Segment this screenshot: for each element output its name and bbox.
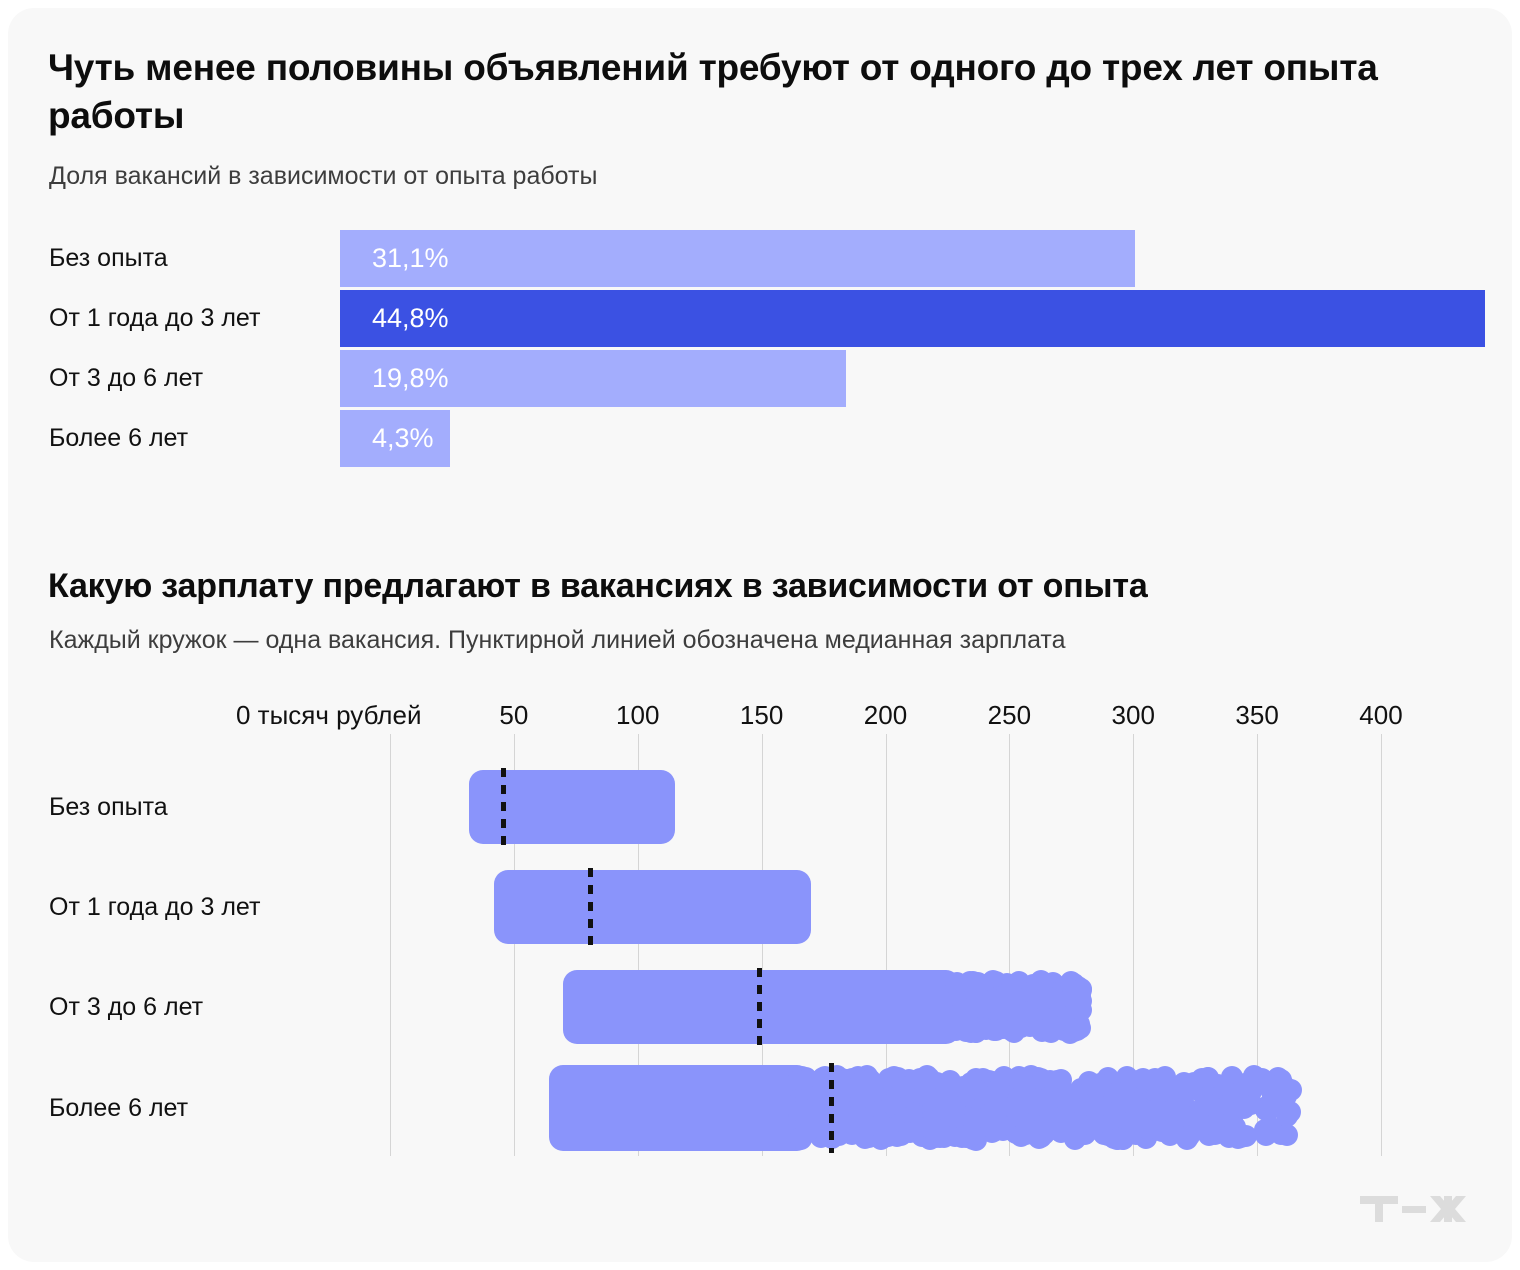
bar-2: 44,8% [340,290,1485,347]
tinkoff-journal-logo [1360,1196,1466,1222]
data-point [1275,1124,1298,1147]
bar-row: Более 6 лет 4,3% [8,410,1512,467]
data-point [1081,1073,1104,1096]
scatter-category-label: Без опыта [49,792,168,821]
data-point [983,1018,1006,1041]
data-point [958,1123,981,1146]
bar-row: От 1 года до 3 лет 44,8% [8,290,1512,347]
x-tick-label: 100 [616,700,660,730]
data-point [1262,1073,1277,1141]
bar-value-label: 31,1% [372,243,449,273]
bar-row: Без опыта 31,1% [8,230,1512,287]
x-tick-label: 0 тысяч рублей [236,700,422,730]
bar-category-label: От 1 года до 3 лет [49,304,261,332]
scatter-chart: 0 тысяч рублей 50 100 150 200 250 300 350 400 Без… [8,8,1512,1262]
scatter-category-label: Более 6 лет [49,1093,189,1122]
data-point [929,1086,952,1109]
data-point [880,1093,903,1116]
data-point [1032,988,1055,1011]
data-point [1106,1128,1129,1151]
data-point [867,1115,890,1138]
data-point [790,1100,813,1123]
x-tick-label: 350 [1235,700,1279,730]
median-line [757,968,762,1046]
x-tick-label: 50 [499,700,529,730]
data-point [908,1067,931,1090]
data-point [1034,1114,1057,1137]
bar-category-label: От 3 до 6 лет [49,364,204,392]
point-cloud [548,1065,812,1151]
x-tick-label: 200 [863,700,908,730]
data-point [950,1013,973,1036]
x-gridline [514,734,515,1156]
bar-1: 31,1% [340,230,1135,287]
x-gridline [1133,734,1134,1156]
chart2-title: Какую зарплату предлагают в вакансиях в … [48,567,1148,605]
x-gridline [638,734,639,1156]
bar-3: 19,8% [340,350,846,407]
median-line [829,1063,834,1153]
data-point [1218,1124,1241,1147]
data-point [1069,1017,1092,1040]
data-point [917,1115,940,1138]
data-point [1105,1082,1128,1105]
data-point [1051,1086,1074,1109]
x-gridline [1257,734,1258,1156]
bar-category-label: Без опыта [49,244,168,272]
data-point [1037,1017,1060,1040]
data-point [1131,1068,1154,1091]
median-line [501,768,506,846]
x-gridline [390,734,391,1156]
data-point [1120,1111,1143,1134]
data-point [958,971,981,994]
data-point [806,1084,829,1107]
data-point [975,1106,998,1129]
data-point [981,1084,1004,1107]
data-point [1010,1093,1033,1116]
data-point [1070,978,1093,1001]
x-gridline [762,734,763,1156]
data-point [1184,1105,1206,1128]
chart1-subtitle: Доля вакансий в зависимости от опыта раб… [49,162,598,190]
x-tick-label: 150 [739,700,784,730]
x-gridline [1009,734,1010,1156]
data-point [829,1102,852,1125]
data-point [1002,1019,1025,1042]
median-line [588,868,593,946]
data-point [1242,1074,1265,1097]
x-tick-label: 400 [1359,700,1403,730]
data-point [952,1076,975,1099]
bar-category-label: Более 6 лет [49,424,189,452]
infographic-card: Чуть менее половины объявлений требуют о… [8,8,1512,1262]
bar-chart: Без опыта 31,1% От 1 года до 3 лет 44,8% От … [8,8,1512,508]
bar-value-label: 44,8% [372,303,449,333]
data-point [1160,1099,1183,1122]
scatter-category-label: От 1 года до 3 лет [49,892,261,921]
data-point [1081,1113,1104,1136]
data-point [789,1126,812,1149]
bar-value-label: 19,8% [372,363,449,393]
data-point [1177,1125,1200,1148]
data-point [995,982,1018,1005]
x-gridline [886,734,887,1156]
x-tick-label: 300 [1111,700,1155,730]
chart1-title: Чуть менее половины объявлений требуют о… [48,47,1378,137]
bar-value-label: 4,3% [372,423,434,453]
data-point [1010,1124,1033,1147]
data-point [1275,1104,1298,1127]
bar-4: 4,3% [340,410,450,467]
data-point [844,1076,867,1099]
x-gridline [1381,734,1382,1156]
x-tick-label: 250 [987,700,1032,730]
bar-row: От 3 до 6 лет 19,8% [8,350,1512,407]
point-cloud [494,870,812,944]
data-point [1196,1067,1219,1090]
chart2-subtitle: Каждый кружок — одна вакансия. Пунктирно… [49,626,1066,654]
scatter-category-label: От 3 до 6 лет [49,992,204,1021]
